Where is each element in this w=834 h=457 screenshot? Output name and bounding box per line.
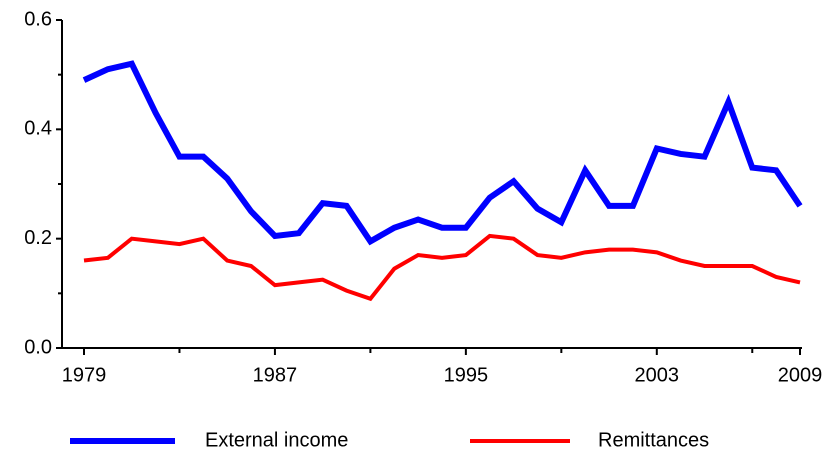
x-tick-label: 2003	[635, 364, 680, 386]
y-tick-label: 0.4	[24, 118, 52, 140]
y-tick-label: 0.2	[24, 227, 52, 249]
x-tick-label: 1987	[253, 364, 298, 386]
x-tick-label: 1995	[444, 364, 489, 386]
x-tick-label: 1979	[62, 364, 107, 386]
legend-label: Remittances	[598, 429, 709, 451]
y-tick-label: 0.0	[24, 336, 52, 358]
series-line	[82, 60, 803, 246]
y-tick-label: 0.6	[24, 8, 52, 30]
x-tick-label: 2009	[778, 364, 823, 386]
series-line	[83, 233, 801, 302]
legend-label: External income	[205, 429, 348, 451]
